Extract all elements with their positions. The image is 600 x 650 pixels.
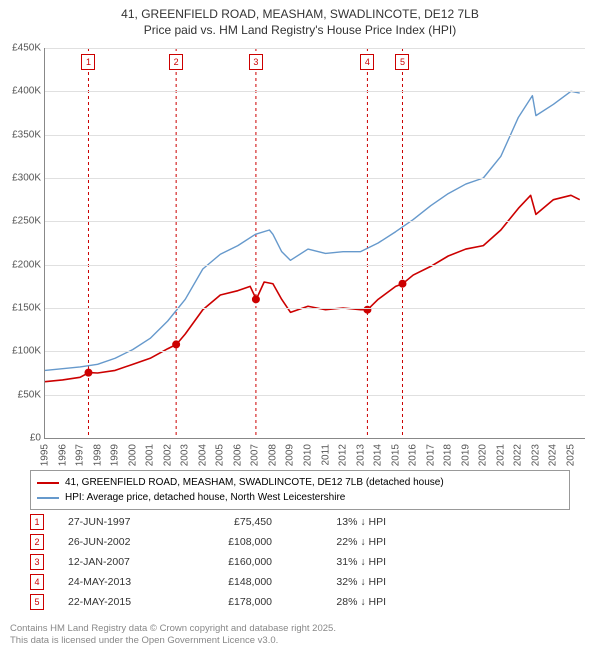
tx-price: £160,000 <box>192 556 272 568</box>
tx-index-box: 1 <box>30 514 44 530</box>
x-axis-label: 2012 <box>338 444 349 466</box>
x-axis-label: 1999 <box>110 444 121 466</box>
table-row: 3 12-JAN-2007 £160,000 31% ↓ HPI <box>30 552 570 572</box>
table-row: 1 27-JUN-1997 £75,450 13% ↓ HPI <box>30 512 570 532</box>
tx-diff: 13% ↓ HPI <box>296 516 386 528</box>
chart-area: £0£50K£100K£150K£200K£250K£300K£350K£400… <box>44 48 585 439</box>
y-axis-label: £400K <box>12 86 41 97</box>
marker-box: 4 <box>360 54 374 70</box>
y-axis-label: £450K <box>12 43 41 54</box>
x-axis-label: 2016 <box>408 444 419 466</box>
x-axis-label: 2018 <box>443 444 454 466</box>
y-axis-label: £250K <box>12 216 41 227</box>
legend-label: 41, GREENFIELD ROAD, MEASHAM, SWADLINCOT… <box>65 475 444 490</box>
x-axis-label: 2014 <box>373 444 384 466</box>
footer: Contains HM Land Registry data © Crown c… <box>10 623 336 646</box>
gridline <box>45 135 585 136</box>
x-axis-label: 1995 <box>40 444 51 466</box>
x-axis-label: 2007 <box>250 444 261 466</box>
x-axis-label: 2004 <box>197 444 208 466</box>
marker-box: 3 <box>249 54 263 70</box>
tx-price: £108,000 <box>192 536 272 548</box>
title-address: 41, GREENFIELD ROAD, MEASHAM, SWADLINCOT… <box>0 6 600 22</box>
x-axis-label: 1998 <box>92 444 103 466</box>
chart-svg <box>45 48 585 438</box>
x-axis-label: 2010 <box>302 444 313 466</box>
x-axis-label: 2009 <box>285 444 296 466</box>
footer-line1: Contains HM Land Registry data © Crown c… <box>10 623 336 634</box>
legend-swatch <box>37 497 59 499</box>
tx-date: 12-JAN-2007 <box>68 556 168 568</box>
tx-price: £148,000 <box>192 576 272 588</box>
x-axis-label: 2005 <box>215 444 226 466</box>
y-axis-label: £200K <box>12 259 41 270</box>
legend-swatch <box>37 482 59 484</box>
x-axis-label: 2019 <box>460 444 471 466</box>
x-axis-label: 2008 <box>267 444 278 466</box>
legend: 41, GREENFIELD ROAD, MEASHAM, SWADLINCOT… <box>30 470 570 510</box>
x-axis-label: 2024 <box>548 444 559 466</box>
x-axis-label: 2020 <box>478 444 489 466</box>
x-axis-label: 2021 <box>495 444 506 466</box>
tx-index-box: 3 <box>30 554 44 570</box>
gridline <box>45 308 585 309</box>
gridline <box>45 265 585 266</box>
x-axis-label: 2000 <box>127 444 138 466</box>
y-axis-label: £350K <box>12 129 41 140</box>
legend-item: HPI: Average price, detached house, Nort… <box>37 490 563 505</box>
tx-price: £75,450 <box>192 516 272 528</box>
x-axis-label: 2002 <box>162 444 173 466</box>
footer-line2: This data is licensed under the Open Gov… <box>10 635 336 646</box>
gridline <box>45 91 585 92</box>
x-axis-label: 2015 <box>390 444 401 466</box>
tx-price: £178,000 <box>192 596 272 608</box>
title-block: 41, GREENFIELD ROAD, MEASHAM, SWADLINCOT… <box>0 0 600 38</box>
x-axis-label: 2001 <box>145 444 156 466</box>
marker-box: 1 <box>81 54 95 70</box>
x-axis-label: 2011 <box>320 444 331 466</box>
table-row: 4 24-MAY-2013 £148,000 32% ↓ HPI <box>30 572 570 592</box>
title-subtitle: Price paid vs. HM Land Registry's House … <box>0 22 600 38</box>
transaction-table: 1 27-JUN-1997 £75,450 13% ↓ HPI 2 26-JUN-2002… <box>30 512 570 612</box>
x-axis-label: 2017 <box>425 444 436 466</box>
chart-container: 41, GREENFIELD ROAD, MEASHAM, SWADLINCOT… <box>0 0 600 650</box>
x-axis-label: 2022 <box>513 444 524 466</box>
y-axis-label: £50K <box>18 389 41 400</box>
gridline <box>45 351 585 352</box>
x-axis-label: 2023 <box>530 444 541 466</box>
gridline <box>45 178 585 179</box>
y-axis-label: £0 <box>30 433 41 444</box>
y-axis-label: £100K <box>12 346 41 357</box>
tx-diff: 28% ↓ HPI <box>296 596 386 608</box>
marker-box: 5 <box>395 54 409 70</box>
tx-index-box: 4 <box>30 574 44 590</box>
tx-diff: 22% ↓ HPI <box>296 536 386 548</box>
table-row: 5 22-MAY-2015 £178,000 28% ↓ HPI <box>30 592 570 612</box>
tx-diff: 31% ↓ HPI <box>296 556 386 568</box>
legend-label: HPI: Average price, detached house, Nort… <box>65 490 345 505</box>
x-axis-label: 2013 <box>355 444 366 466</box>
x-axis-label: 2003 <box>180 444 191 466</box>
tx-index-box: 5 <box>30 594 44 610</box>
tx-date: 26-JUN-2002 <box>68 536 168 548</box>
y-axis-label: £150K <box>12 303 41 314</box>
tx-date: 24-MAY-2013 <box>68 576 168 588</box>
x-axis-label: 2006 <box>232 444 243 466</box>
tx-date: 27-JUN-1997 <box>68 516 168 528</box>
x-axis-label: 1996 <box>57 444 68 466</box>
legend-item: 41, GREENFIELD ROAD, MEASHAM, SWADLINCOT… <box>37 475 563 490</box>
marker-box: 2 <box>169 54 183 70</box>
x-axis-label: 2025 <box>565 444 576 466</box>
gridline <box>45 48 585 49</box>
gridline <box>45 221 585 222</box>
tx-date: 22-MAY-2015 <box>68 596 168 608</box>
table-row: 2 26-JUN-2002 £108,000 22% ↓ HPI <box>30 532 570 552</box>
tx-diff: 32% ↓ HPI <box>296 576 386 588</box>
x-axis-label: 1997 <box>75 444 86 466</box>
gridline <box>45 395 585 396</box>
y-axis-label: £300K <box>12 173 41 184</box>
tx-index-box: 2 <box>30 534 44 550</box>
